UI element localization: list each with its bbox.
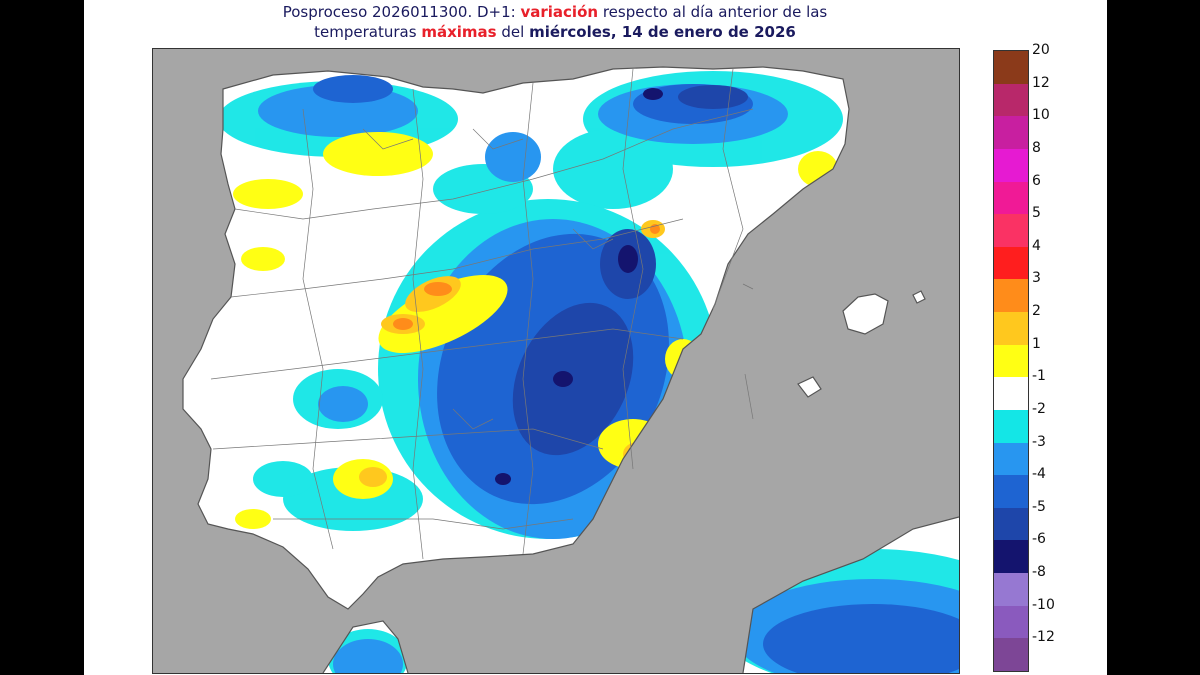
legend-label: 3 — [1032, 270, 1041, 287]
legend-swatch — [994, 246, 1028, 280]
legend-label: 1 — [1032, 335, 1041, 352]
legend-label: 5 — [1032, 205, 1041, 222]
map-title: Posproceso 2026011300. D+1: variación re… — [150, 2, 960, 42]
title-date: miércoles, 14 de enero de 2026 — [529, 23, 796, 41]
legend-swatch — [994, 507, 1028, 541]
legend-label: -5 — [1032, 498, 1046, 515]
legend-label: -12 — [1032, 629, 1055, 646]
coastlines — [182, 66, 959, 673]
legend-swatch — [994, 279, 1028, 313]
legend-label: -1 — [1032, 368, 1046, 385]
legend-swatch — [994, 540, 1028, 574]
legend-swatch — [994, 116, 1028, 150]
legend-label: 12 — [1032, 74, 1050, 91]
legend-label: -8 — [1032, 564, 1046, 581]
legend-swatch — [994, 605, 1028, 639]
title-suffix: respecto al día anterior de las — [598, 3, 828, 21]
legend-label: -2 — [1032, 400, 1046, 417]
legend-swatch — [994, 409, 1028, 444]
legend-label: 8 — [1032, 139, 1041, 156]
legend-label: 4 — [1032, 237, 1041, 254]
legend-label: -6 — [1032, 531, 1046, 548]
legend-swatch — [994, 442, 1028, 476]
legend-swatch — [994, 638, 1028, 672]
title-del: del — [496, 23, 530, 41]
title-maximas: máximas — [421, 23, 497, 41]
legend-colorbar — [993, 50, 1029, 672]
legend-label: 20 — [1032, 42, 1050, 58]
legend-swatch — [994, 573, 1028, 607]
legend-swatch — [994, 181, 1028, 215]
legend-swatch — [994, 344, 1028, 378]
title-line-1: Posproceso 2026011300. D+1: variación re… — [150, 2, 960, 22]
legend-label: -4 — [1032, 466, 1046, 483]
legend-label: 10 — [1032, 107, 1050, 124]
legend-label: 6 — [1032, 172, 1041, 189]
legend-swatch — [994, 51, 1028, 85]
iberia-map — [153, 49, 959, 673]
province-borders — [210, 68, 754, 560]
legend-label: -10 — [1032, 596, 1055, 613]
title-line-2: temperaturas máximas del miércoles, 14 d… — [150, 22, 960, 42]
legend-swatch — [994, 377, 1028, 411]
zone-minus6 — [495, 88, 663, 485]
map-frame — [152, 48, 960, 674]
legend-swatch — [994, 214, 1028, 248]
title-variacion: variación — [520, 3, 599, 21]
title-prefix: Posproceso 2026011300. D+1: — [282, 3, 521, 21]
legend-swatch — [994, 148, 1028, 183]
legend-swatch — [994, 83, 1028, 117]
legend-label: -3 — [1032, 433, 1046, 450]
title-temperaturas: temperaturas — [314, 23, 422, 41]
legend-swatch — [994, 475, 1028, 509]
letterbox-right — [1107, 0, 1200, 675]
letterbox-left — [0, 0, 84, 675]
legend-label: 2 — [1032, 303, 1041, 320]
legend-swatch — [994, 312, 1028, 346]
